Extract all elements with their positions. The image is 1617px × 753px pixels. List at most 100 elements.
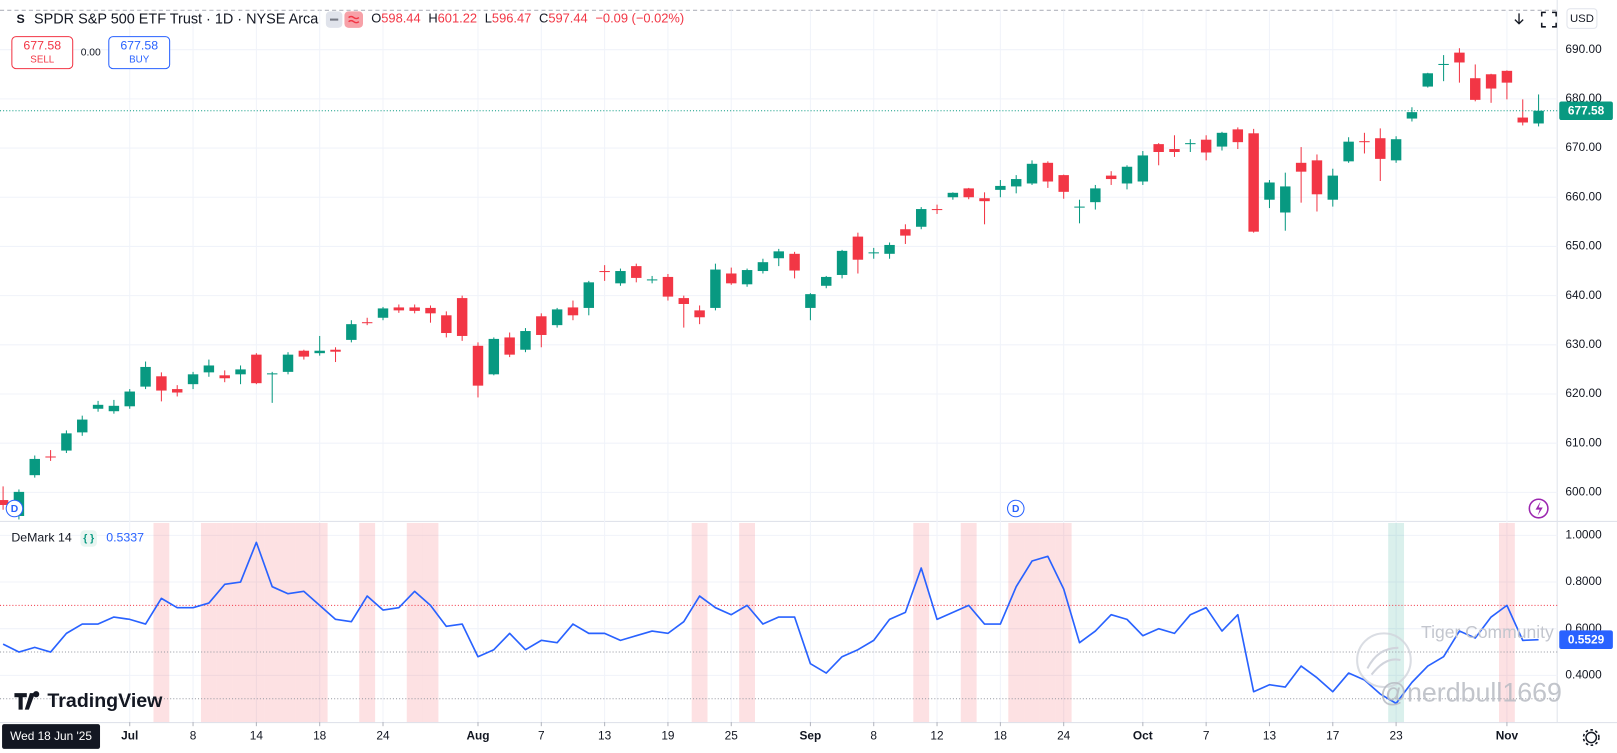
fullscreen-button[interactable] bbox=[1540, 11, 1557, 28]
spread: 0.00 bbox=[81, 47, 101, 58]
candle-body bbox=[821, 276, 832, 286]
candle-body bbox=[1248, 133, 1259, 232]
candle-body bbox=[1533, 110, 1544, 124]
compare-icon bbox=[348, 15, 360, 24]
x-tick-label: 18 bbox=[994, 729, 1008, 743]
ohlc-value: 598.44 bbox=[381, 11, 420, 26]
y-tick-label: 610.00 bbox=[1565, 435, 1602, 449]
candle-body bbox=[330, 349, 341, 352]
indicator-source-icon[interactable] bbox=[80, 530, 97, 547]
candle-body bbox=[1010, 179, 1022, 187]
candle-body bbox=[472, 345, 484, 386]
x-tick-label: 14 bbox=[250, 729, 264, 743]
ohlc-key: H bbox=[428, 11, 437, 26]
buy-button[interactable] bbox=[108, 36, 171, 70]
candle-body bbox=[868, 252, 879, 254]
indicator-line bbox=[2, 541, 1539, 705]
compare-button[interactable] bbox=[344, 11, 363, 28]
indicator-name[interactable]: DeMark 14 bbox=[11, 531, 72, 545]
candle-body bbox=[536, 316, 547, 335]
candle-body bbox=[1026, 163, 1038, 184]
candle-body bbox=[995, 185, 1006, 190]
candle-body bbox=[1232, 129, 1244, 143]
candle-body bbox=[726, 273, 737, 284]
y-tick-label: 690.00 bbox=[1565, 42, 1602, 56]
overbought-band bbox=[913, 522, 930, 723]
candle-body bbox=[915, 209, 927, 227]
ohlc-key: O bbox=[371, 11, 381, 26]
y-tick-label: 650.00 bbox=[1565, 239, 1602, 253]
candle-body bbox=[77, 419, 88, 433]
crosshair-date: Wed 18 Jun '25 bbox=[10, 729, 92, 743]
overbought-band bbox=[406, 522, 423, 723]
overbought-band bbox=[960, 522, 977, 723]
currency-button[interactable] bbox=[1566, 8, 1598, 29]
candle-body bbox=[1327, 175, 1339, 200]
candle-body bbox=[884, 244, 895, 254]
candle-body bbox=[1264, 182, 1275, 200]
candle-body bbox=[1454, 52, 1465, 63]
buy-label: BUY bbox=[129, 54, 150, 65]
overbought-band bbox=[264, 522, 281, 723]
candle-body bbox=[567, 307, 579, 316]
candle-body bbox=[551, 309, 563, 326]
candle-body bbox=[61, 433, 72, 451]
x-tick-label: 23 bbox=[1390, 729, 1404, 743]
x-tick-label: Jul bbox=[121, 729, 138, 743]
x-tick-label: 17 bbox=[1326, 729, 1339, 743]
scroll-button[interactable] bbox=[1514, 13, 1524, 25]
symbol-title[interactable]: SPDR S&P 500 ETF Trust · 1D · NYSE Arca bbox=[34, 11, 319, 27]
settings-button[interactable] bbox=[1585, 731, 1598, 744]
y-tick-label: 630.00 bbox=[1565, 337, 1602, 351]
overbought-band bbox=[1039, 522, 1056, 723]
candle-body bbox=[1137, 155, 1149, 182]
candle-body bbox=[900, 229, 911, 236]
candle-body bbox=[219, 375, 230, 379]
overbought-band bbox=[311, 522, 328, 723]
candle-body bbox=[203, 365, 215, 373]
candle-body bbox=[1295, 162, 1307, 172]
last-price-label: 677.58 bbox=[1568, 103, 1605, 117]
x-tick-label: 25 bbox=[725, 729, 739, 743]
candle-body bbox=[1470, 78, 1481, 100]
overbought-band bbox=[359, 522, 376, 723]
candle-body bbox=[1200, 139, 1212, 153]
hide-icon bbox=[330, 18, 339, 21]
y-tick-label: 1.0000 bbox=[1565, 527, 1602, 541]
overbought-band bbox=[248, 522, 265, 723]
sell-price: 677.58 bbox=[23, 39, 61, 53]
candle-body bbox=[377, 308, 389, 318]
candle-body bbox=[1090, 188, 1101, 203]
candle-body bbox=[456, 298, 468, 336]
candle-body bbox=[963, 188, 974, 198]
candle-body bbox=[789, 253, 800, 271]
y-tick-label: 0.8000 bbox=[1565, 574, 1602, 588]
candle-body bbox=[0, 500, 9, 505]
x-tick-label: 8 bbox=[870, 729, 877, 743]
brand-logo bbox=[14, 691, 40, 710]
overbought-band bbox=[691, 522, 708, 723]
candle-body bbox=[346, 324, 357, 340]
candle-body bbox=[441, 315, 452, 334]
indicator-icon-glyph: { } bbox=[83, 534, 94, 545]
candle-body bbox=[583, 282, 595, 308]
sell-button[interactable] bbox=[11, 36, 74, 70]
candle-body bbox=[1422, 73, 1433, 87]
overlay-layer: S SPDR S&P 500 ETF Trust · 1D · NYSE Arc… bbox=[2, 8, 1600, 749]
candle-body bbox=[678, 298, 689, 304]
x-tick-label: 18 bbox=[313, 729, 327, 743]
crosshair-date-bg bbox=[2, 724, 101, 749]
candle-body bbox=[520, 331, 531, 350]
candle-body bbox=[1343, 141, 1354, 162]
candle-body bbox=[92, 404, 104, 409]
dividend-marker[interactable] bbox=[5, 499, 24, 518]
candle-body bbox=[646, 279, 658, 281]
overbought-band bbox=[1008, 522, 1025, 723]
candle-body bbox=[235, 369, 246, 375]
candle-body bbox=[1359, 141, 1370, 143]
x-tick-label: 24 bbox=[1057, 729, 1071, 743]
candle-body bbox=[171, 389, 183, 393]
dividend-marker[interactable] bbox=[1007, 499, 1025, 518]
overbought-band bbox=[422, 522, 439, 723]
